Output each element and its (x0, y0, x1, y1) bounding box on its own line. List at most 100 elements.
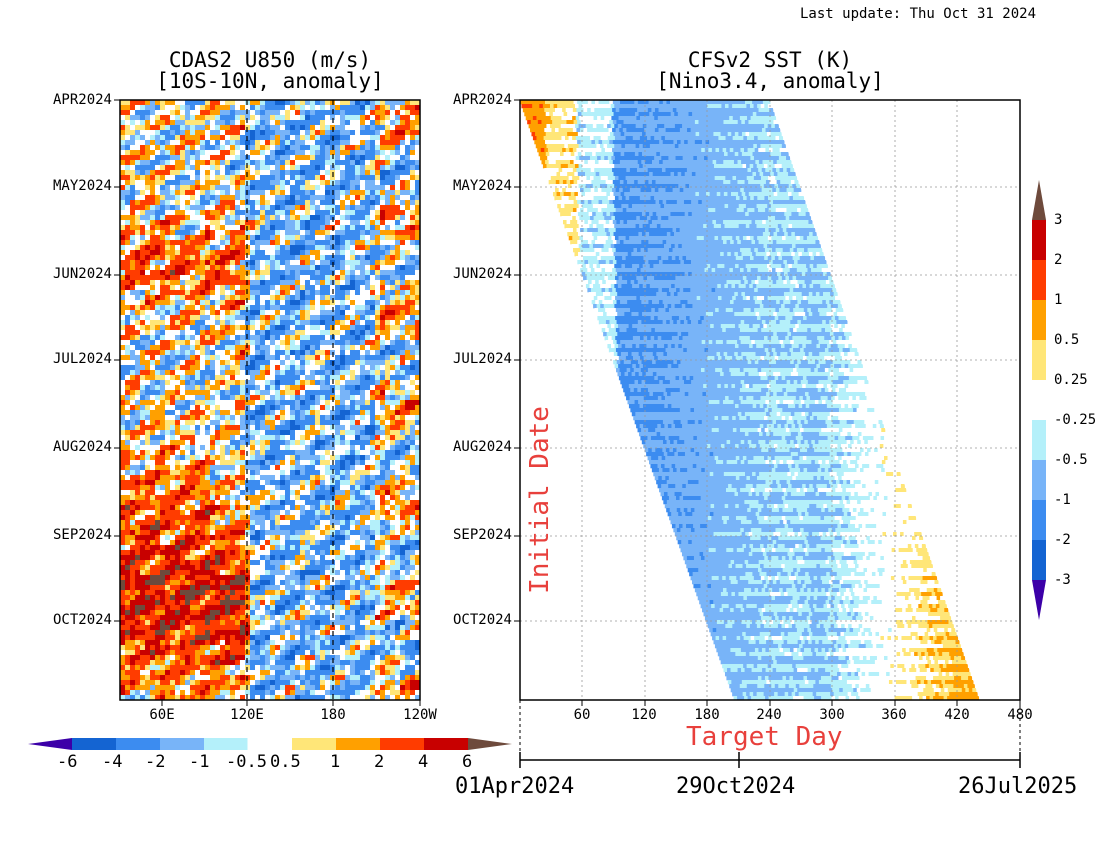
u850-cell (125, 395, 131, 401)
u850-cell (170, 395, 176, 401)
u850-cell (180, 175, 186, 181)
u850-cell (310, 210, 316, 216)
u850-cell (360, 380, 366, 386)
u850-cell (180, 340, 186, 346)
u850-cell (335, 285, 341, 291)
u850-cell (330, 500, 336, 506)
u850-cell (315, 340, 321, 346)
u850-cell (405, 230, 411, 236)
u850-cell (320, 275, 326, 281)
u850-cell (390, 200, 396, 206)
u850-cell (350, 100, 356, 106)
u850-cell (135, 315, 141, 321)
u850-cell (195, 300, 201, 306)
u850-cell (350, 310, 356, 316)
u850-cell (180, 370, 186, 376)
u850-cell (185, 190, 191, 196)
u850-cell (400, 215, 406, 221)
u850-cell (290, 440, 296, 446)
u850-cell (330, 330, 336, 336)
u850-cell (410, 250, 416, 256)
u850-cell (195, 430, 201, 436)
u850-cell (280, 445, 286, 451)
u850-cell (235, 105, 241, 111)
u850-cell (265, 345, 271, 351)
u850-cell (125, 410, 131, 416)
u850-cell (300, 420, 306, 426)
u850-cell (305, 230, 311, 236)
u850-cell (410, 265, 416, 271)
u850-cell (330, 230, 336, 236)
u850-cell (150, 215, 156, 221)
u850-cell (275, 450, 281, 456)
u850-cell (410, 400, 416, 406)
u850-cell (280, 420, 286, 426)
u850-cell (340, 480, 346, 486)
u850-cell (315, 175, 321, 181)
u850-cell (160, 355, 166, 361)
u850-cell (220, 260, 226, 266)
u850-cell (400, 375, 406, 381)
u850-cell (240, 195, 246, 201)
u850-cell (205, 375, 211, 381)
u850-cell (415, 475, 420, 481)
u850-cell (165, 130, 171, 136)
u850-cell (280, 205, 286, 211)
u850-cell (290, 340, 296, 346)
u850-cell (405, 255, 411, 261)
u850-cell (145, 220, 151, 226)
u850-cell (195, 295, 201, 301)
u850-cell (370, 235, 376, 241)
u850-cell (380, 295, 386, 301)
u850-cell (370, 225, 376, 231)
u850-cell (295, 165, 301, 171)
u850-cell (280, 260, 286, 266)
u850-cell (400, 320, 406, 326)
u850-cell (165, 485, 171, 491)
u850-cell (175, 405, 181, 411)
u850-cell (215, 295, 221, 301)
u850-cell (220, 250, 226, 256)
u850-cell (250, 260, 256, 266)
u850-cell (340, 190, 346, 196)
u850-cell (150, 195, 156, 201)
u850-cell (215, 400, 221, 406)
u850-cell (255, 270, 261, 276)
u850-cell (350, 435, 356, 441)
u850-cell (335, 335, 341, 341)
u850-cell (350, 165, 356, 171)
u850-cell (330, 400, 336, 406)
u850-cell (175, 490, 181, 496)
u850-cell (270, 305, 276, 311)
u850-cell (235, 425, 241, 431)
u850-cell (255, 275, 261, 281)
u850-cell (170, 450, 176, 456)
u850-cell (340, 345, 346, 351)
u850-cell (275, 245, 281, 251)
u850-cell (130, 255, 136, 261)
u850-cell (230, 380, 236, 386)
u850-cell (395, 270, 401, 276)
u850-cell (295, 145, 301, 151)
u850-cell (140, 460, 146, 466)
u850-cell (255, 470, 261, 476)
u850-cell (415, 200, 420, 206)
u850-cell (180, 115, 186, 121)
u850-cell (150, 130, 156, 136)
u850-cell (280, 305, 286, 311)
u850-cell (135, 280, 141, 286)
u850-cell (210, 395, 216, 401)
u850-cell (410, 145, 416, 151)
u850-cell (210, 300, 216, 306)
u850-cell (190, 270, 196, 276)
u850-cell (315, 470, 321, 476)
u850-cell (415, 295, 420, 301)
u850-cell (145, 380, 151, 386)
u850-cell (255, 210, 261, 216)
u850-cell (165, 255, 171, 261)
u850-cell (125, 325, 131, 331)
u850-cell (250, 355, 256, 361)
u850-cell (265, 330, 271, 336)
u850-cell (190, 420, 196, 426)
u850-cell (360, 180, 366, 186)
